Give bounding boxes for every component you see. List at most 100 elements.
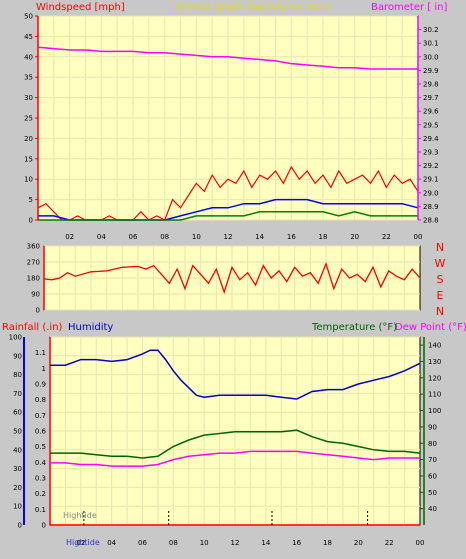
graph-title: 24 hour graph day July 01 2022: [172, 2, 331, 13]
wind-y-tick-label: 40: [24, 53, 33, 61]
x-tick-label: 06: [138, 539, 147, 547]
rain-y-tick-label: 0.1: [35, 506, 46, 514]
rain-y-tick-label: 0.5: [35, 443, 46, 451]
x-tick-label: 04: [97, 233, 106, 241]
baro-y-tick-label: 29.0: [423, 189, 439, 197]
series-line-3: [37, 46, 418, 70]
baro-y-tick-label: 29.4: [423, 135, 439, 143]
wind-y-tick-label: 50: [24, 13, 33, 21]
rain-y-tick-label: 0.4: [35, 459, 47, 467]
temp-y-tick-label: 80: [428, 440, 437, 448]
wind-y-tick-label: 45: [24, 33, 33, 41]
rain-y-tick-label: 0.9: [35, 381, 46, 389]
rain-y-tick-label: 1: [42, 365, 46, 373]
series-line-2: [38, 211, 418, 221]
x-tick-label: 20: [350, 233, 359, 241]
dewpoint-label: Dew Point (°F): [395, 322, 466, 333]
compass-label: N: [436, 305, 444, 318]
rain-y-tick-label: 0.8: [35, 396, 46, 404]
x-tick-label: 12: [231, 539, 240, 547]
x-tick-label: 18: [323, 539, 332, 547]
x-tick-label: 14: [261, 539, 270, 547]
wind-y-tick-label: 35: [24, 74, 33, 82]
compass-label: W: [435, 257, 446, 270]
x-tick-label: 00: [416, 539, 425, 547]
humidity-y-tick-label: 0: [18, 522, 22, 530]
humidity-y-tick-label: 90: [13, 352, 22, 360]
direction-y-tick-label: 0: [36, 307, 40, 315]
baro-y-tick-label: 29.2: [423, 162, 439, 170]
x-tick-label: 02: [76, 539, 85, 547]
hightide-label-bottom: Hightide: [66, 538, 100, 547]
humidity-y-tick-label: 80: [13, 371, 22, 379]
series-line-10: [50, 349, 421, 400]
rain-y-tick-label: 0.6: [35, 428, 47, 436]
x-tick-label: 10: [192, 233, 201, 241]
temp-y-tick-label: 120: [428, 374, 441, 382]
temp-y-tick-label: 110: [428, 391, 441, 399]
baro-y-tick-label: 28.8: [423, 217, 439, 225]
baro-y-tick-label: 30.2: [423, 26, 439, 34]
x-tick-label: 14: [255, 233, 264, 241]
wind-y-tick-label: 10: [24, 176, 33, 184]
x-tick-label: 06: [129, 233, 138, 241]
temp-y-tick-label: 140: [428, 342, 441, 350]
wind-y-tick-label: 20: [24, 135, 33, 143]
baro-y-tick-label: 29.3: [423, 149, 439, 157]
x-tick-label: 22: [385, 539, 394, 547]
barometer-title: Barometer [ in]: [371, 2, 447, 13]
wind-speed-title: Windspeed [mph]: [36, 2, 125, 13]
humidity-y-tick-label: 10: [13, 503, 22, 511]
x-tick-label: 08: [160, 233, 169, 241]
series-line-12: [50, 429, 421, 459]
baro-y-tick-label: 28.9: [423, 203, 439, 211]
x-tick-label: 08: [169, 539, 178, 547]
hightide-label: Hightide: [63, 511, 97, 520]
x-tick-label: 00: [414, 233, 423, 241]
baro-y-tick-label: 29.6: [423, 108, 439, 116]
humidity-y-tick-label: 40: [13, 446, 22, 454]
temperature-label: Temperature (°F): [311, 322, 397, 333]
humidity-y-tick-label: 20: [13, 484, 22, 492]
wind-y-tick-label: 15: [24, 155, 33, 163]
baro-y-tick-label: 29.7: [423, 94, 439, 102]
humidity-y-tick-label: 50: [13, 428, 22, 436]
rain-y-tick-label: 0: [42, 522, 46, 530]
direction-y-tick-label: 180: [27, 275, 40, 283]
baro-y-tick-label: 29.1: [423, 176, 439, 184]
x-tick-label: 16: [292, 539, 301, 547]
rain-y-tick-label: 0.2: [35, 490, 46, 498]
x-tick-label: 18: [319, 233, 328, 241]
direction-y-tick-label: 90: [31, 291, 40, 299]
wind-y-tick-label: 0: [29, 217, 33, 225]
baro-y-tick-label: 29.9: [423, 67, 439, 75]
rain-humidity-temperature-chart: 010203040506070809010000.10.20.30.40.50.…: [9, 334, 442, 548]
x-tick-label: 22: [382, 233, 391, 241]
humidity-y-tick-label: 100: [9, 334, 22, 342]
temp-y-tick-label: 100: [428, 407, 441, 415]
x-tick-label: 02: [65, 233, 74, 241]
x-tick-label: 20: [354, 539, 363, 547]
baro-y-tick-label: 30.1: [423, 40, 439, 48]
series-line-13: [50, 450, 420, 467]
wind-barometer-chart: 0 5 10 15 20 25 30 35 40 45 50 28.8 28.9 29.0 29.1 29.2…: [24, 13, 439, 242]
humidity-y-tick-label: 30: [13, 465, 22, 473]
rain-y-tick-label: 0.3: [35, 475, 46, 483]
direction-y-tick-label: 360: [27, 243, 40, 251]
temp-y-tick-label: 50: [428, 489, 437, 497]
temp-y-tick-label: 70: [428, 456, 437, 464]
rain-y-tick-label: 1.1: [35, 349, 46, 357]
rain-y-tick-label: 0.7: [35, 412, 46, 420]
compass-label: S: [437, 273, 444, 286]
x-tick-label: 12: [224, 233, 233, 241]
baro-y-tick-label: 29.5: [423, 121, 439, 129]
temp-y-tick-label: 60: [428, 472, 437, 480]
rainfall-label: Rainfall (.in): [2, 322, 63, 333]
wind-y-tick-label: 5: [29, 196, 33, 204]
compass-label: N: [436, 241, 444, 254]
baro-y-tick-label: 30.0: [423, 53, 439, 61]
wind-y-tick-label: 25: [24, 115, 33, 123]
